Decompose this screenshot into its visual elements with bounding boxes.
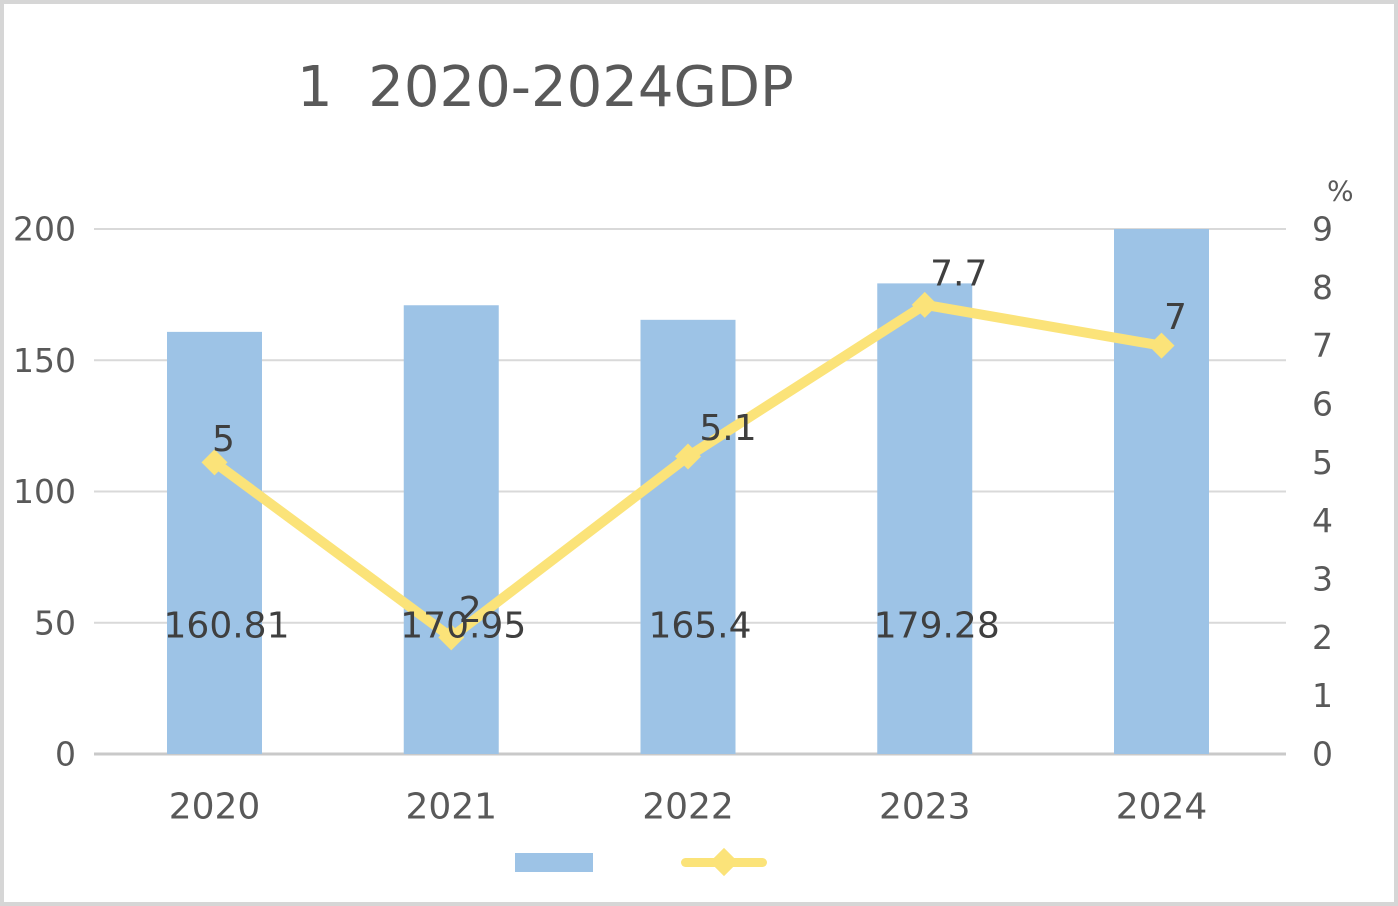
bar-2024 <box>1114 229 1209 754</box>
bar-label-2020: 160.81 <box>164 606 290 647</box>
bar-2020 <box>167 331 262 754</box>
right-axis-tick-label: 5 <box>1312 443 1333 482</box>
right-axis-tick-label: 6 <box>1312 385 1333 424</box>
right-axis-tick-label: 8 <box>1312 268 1333 307</box>
bar-label-2023: 179.28 <box>874 606 1000 647</box>
line-label-2020: 5 <box>212 419 235 460</box>
x-axis-label-2022: 2022 <box>642 787 734 828</box>
bar-2021 <box>403 305 499 754</box>
left-axis-tick-label: 100 <box>13 472 76 511</box>
line-label-2024: 7 <box>1164 297 1187 338</box>
bar-label-2021: 170.95 <box>400 606 526 647</box>
right-axis-tick-label: 1 <box>1312 676 1333 715</box>
x-axis-label-2020: 2020 <box>169 787 261 828</box>
line-marker-2022 <box>675 443 701 470</box>
left-axis-tick-label: 50 <box>34 603 76 642</box>
left-axis-tick-label: 200 <box>13 210 76 249</box>
bar-2023 <box>877 283 973 754</box>
line-marker-2023 <box>911 291 938 318</box>
bar-2022 <box>640 319 736 754</box>
right-axis-unit-label: % <box>1327 175 1354 208</box>
x-axis-label-2021: 2021 <box>405 787 497 828</box>
line-marker-2021 <box>438 624 465 651</box>
line-marker-2024 <box>1148 332 1175 359</box>
combo-chart: 0 50 100 150 200 0 1 2 3 4 5 6 7 8 9% 160.81 170.95 165.4… <box>13 175 1354 828</box>
right-axis-tick-label: 9 <box>1312 210 1333 249</box>
chart-title: 1 2020-2024GDP <box>297 55 794 120</box>
line-label-2021: 2 <box>459 590 482 631</box>
left-axis-tick-label: 0 <box>55 735 76 774</box>
right-axis-tick-label: 2 <box>1312 618 1333 657</box>
right-axis-tick-label: 3 <box>1312 560 1333 599</box>
right-axis-tick-label: 0 <box>1312 735 1333 774</box>
line-label-2023: 7.7 <box>930 253 987 294</box>
right-axis-tick-label: 4 <box>1312 501 1333 540</box>
x-axis-label-2023: 2023 <box>879 787 971 828</box>
bar-label-2022: 165.4 <box>648 606 751 647</box>
x-axis-label-2024: 2024 <box>1116 787 1208 828</box>
right-axis-tick-label: 7 <box>1312 326 1333 365</box>
line-marker-2020 <box>201 449 228 476</box>
left-axis-tick-label: 150 <box>13 341 76 380</box>
line-label-2022: 5.1 <box>699 408 756 449</box>
